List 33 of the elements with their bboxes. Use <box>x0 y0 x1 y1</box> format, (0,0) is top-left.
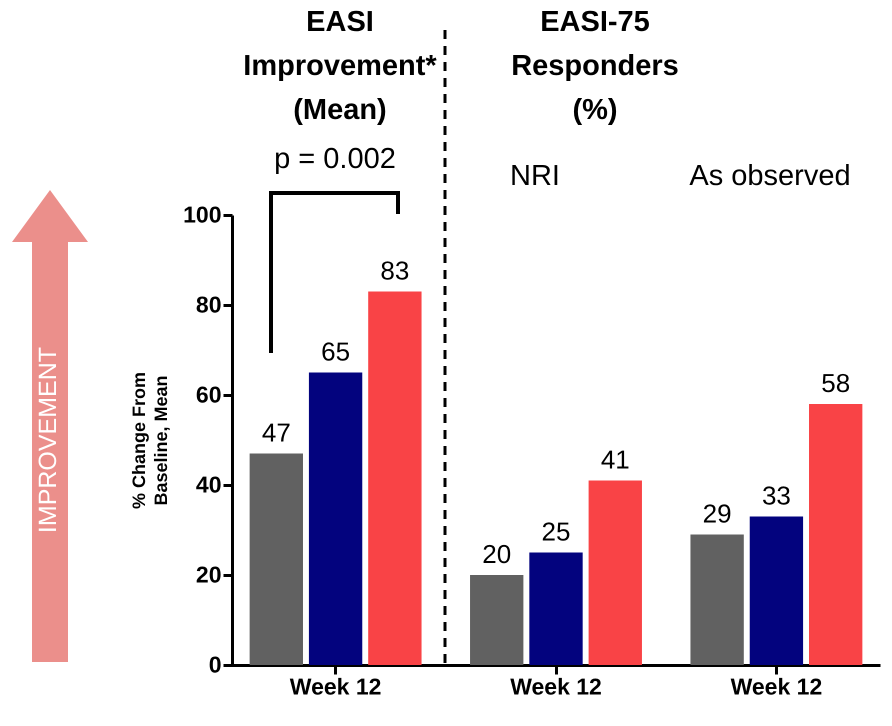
data-label: 65 <box>321 336 350 366</box>
data-label: 83 <box>380 256 410 286</box>
y-tick-label: 100 <box>183 202 222 228</box>
data-label: 58 <box>821 368 850 398</box>
y-tick-label: 20 <box>196 562 222 588</box>
y-axis-title: % Change From Baseline, Mean <box>129 372 172 510</box>
bar <box>529 552 583 665</box>
x-tick-label: Week 12 <box>290 674 382 700</box>
y-tick-label: 0 <box>208 652 222 678</box>
data-label: 25 <box>542 516 570 546</box>
text: IMPROVEMENT <box>33 346 63 534</box>
bar <box>588 480 642 665</box>
x-tick-label: Week 12 <box>510 674 602 700</box>
data-label: 33 <box>762 480 791 510</box>
bar <box>470 575 524 665</box>
bar <box>308 372 362 665</box>
text: p = 0.002 <box>273 143 397 176</box>
data-label: 47 <box>262 418 291 448</box>
bar <box>809 404 862 665</box>
text: NRI <box>509 160 561 193</box>
data-label: 41 <box>600 444 630 474</box>
data-label: 20 <box>482 539 512 569</box>
x-tick-label: Week 12 <box>730 674 822 700</box>
text: EASI Improvement* (Mean) <box>242 5 438 128</box>
text: As observed <box>688 160 852 193</box>
data-label: 29 <box>702 498 732 528</box>
y-tick-label: 60 <box>196 382 222 408</box>
text: EASI-75 Responders (%) <box>510 5 680 128</box>
y-tick-label: 40 <box>196 472 222 498</box>
bar <box>690 534 744 665</box>
bar <box>250 454 303 665</box>
y-tick-label: 80 <box>196 292 222 318</box>
bar <box>750 516 804 665</box>
